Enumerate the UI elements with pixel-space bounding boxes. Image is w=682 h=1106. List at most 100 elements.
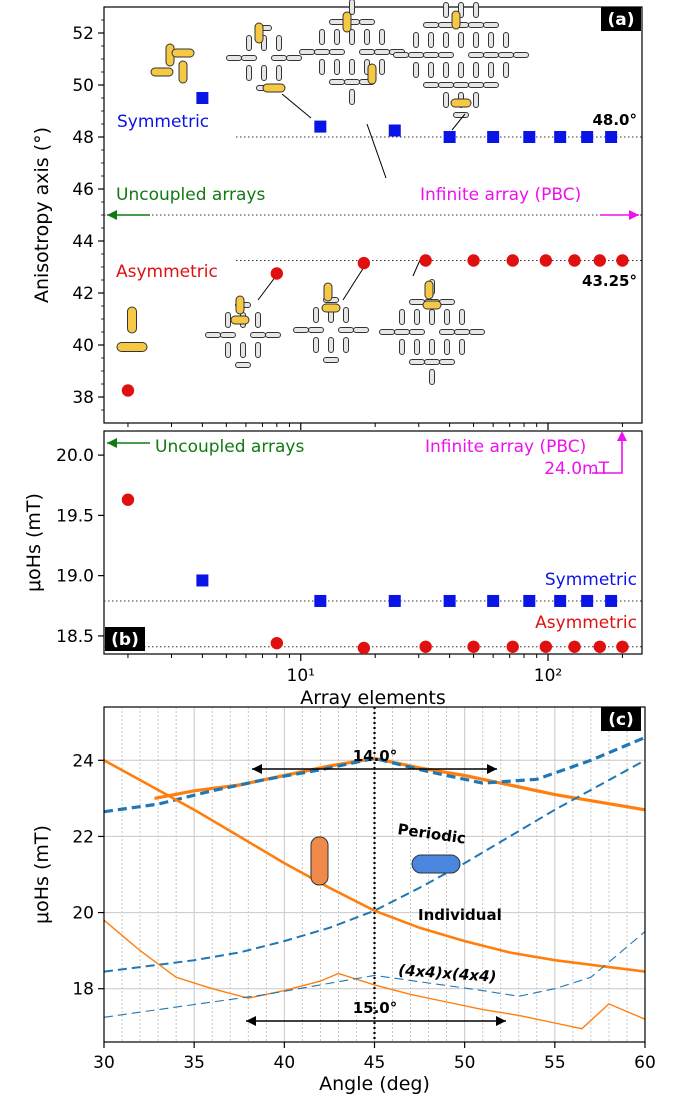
panel-c-xlabel: Angle (deg) xyxy=(319,1073,430,1095)
panel-a-icon-cluster-12-m xyxy=(246,35,252,51)
panel-a-asym-point-8 xyxy=(593,254,606,267)
panel-a-icon-cluster-32-m xyxy=(409,299,425,305)
panel-a-sym-point-4 xyxy=(487,131,500,143)
panel-a-icon-cluster-32-m xyxy=(439,329,455,335)
panel-a-icon-cluster-8-m xyxy=(265,332,281,338)
panel-a-sym-point-0 xyxy=(196,92,209,104)
panel-c-series-individual-blue xyxy=(103,759,646,973)
panel-a-icon-cluster-18-m xyxy=(353,327,369,333)
panel-b-sym-point-6 xyxy=(554,594,567,607)
panel-c-ytick-label-3: 24 xyxy=(72,751,94,771)
panel-b-label-uncoupled: Uncoupled arrays xyxy=(155,437,304,457)
panel-b-ylabel: μoHs (mT) xyxy=(23,493,45,592)
panel-a-ytick-label-2: 42 xyxy=(72,284,94,304)
panel-b-xtick-label-1: 10² xyxy=(534,666,562,686)
panel-a-icon-cluster-40-m xyxy=(483,22,499,28)
panel-b-asym-point-0 xyxy=(121,493,135,506)
panel-a-ytick-label-4: 46 xyxy=(72,180,94,200)
panel-a-icon-cluster-18-hl xyxy=(323,282,333,302)
panel-c-xtick-label-6: 60 xyxy=(634,1053,656,1073)
panel-a-icon-cluster-24-m xyxy=(364,29,370,45)
panel-a-icon-cluster-8-m xyxy=(225,342,231,358)
panel-a-icon-cluster-32-m xyxy=(414,309,420,325)
panel-c-top-arrow-head2 xyxy=(252,764,262,774)
panel-a-icon-single-sym xyxy=(150,43,195,84)
panel-a-icon-cluster-40 xyxy=(393,2,529,118)
panel-a-icon-cluster-8-m xyxy=(225,312,231,328)
panel-a-ytick-label-1: 40 xyxy=(72,336,94,356)
panel-a-leader-6 xyxy=(412,259,421,277)
panel-b-asym-point-5 xyxy=(506,640,519,653)
panel-b-asym-point-6 xyxy=(539,640,553,653)
panel-b-sym-point-4 xyxy=(487,594,500,607)
panel-a-icon-cluster-18-m xyxy=(293,327,309,333)
panel-a-icon-cluster-12-hl xyxy=(262,83,286,93)
panel-a-icon-cluster-24-m xyxy=(329,49,345,55)
panel-c-xtick-label-1: 35 xyxy=(183,1053,205,1073)
panel-a-icon-cluster-40-m xyxy=(443,92,449,108)
panel-c-xtick-label-2: 40 xyxy=(274,1053,296,1073)
panel-a-icon-cluster-12-m xyxy=(261,65,267,81)
panel-a-icon-cluster-32-m xyxy=(429,339,435,355)
panel-b-label-pbc-value: 24.0mT xyxy=(544,459,609,479)
panel-a-icon-cluster-24-m xyxy=(299,49,315,55)
panel-b-frame xyxy=(103,430,643,655)
panel-a-icon-cluster-40-m xyxy=(468,82,484,88)
panel-a-uncoupled-arrow-head xyxy=(107,210,117,220)
panel-b-infinite-arrow-head xyxy=(617,431,627,441)
panel-a-icon-cluster-18-m xyxy=(343,307,349,323)
panel-a-icon-cluster-40-m xyxy=(438,22,454,28)
panel-a-icon-cluster-24-hl xyxy=(342,11,352,33)
panel-a-icon-cluster-24-m xyxy=(329,79,345,85)
panel-a-icon-cluster-8-m xyxy=(220,332,236,338)
panel-a-asym-point-4 xyxy=(467,254,480,267)
panel-a-icon-cluster-32-m xyxy=(459,309,465,325)
panel-a-icon-cluster-24-m xyxy=(319,29,325,45)
panel-c-xtick-label-5: 55 xyxy=(544,1053,566,1073)
panel-a-label-sym-value: 48.0° xyxy=(592,111,637,129)
panel-a-sym-point-2 xyxy=(388,124,401,137)
panel-c-ytick-label-0: 18 xyxy=(72,980,94,1000)
panel-b-label-symmetric: Symmetric xyxy=(545,570,637,590)
panel-a-icon-cluster-40-hl xyxy=(450,98,472,108)
panel-a-icon-cluster-40-m xyxy=(453,82,469,88)
panel-a-asym-point-6 xyxy=(539,254,553,267)
panel-a-icon-cluster-18-m xyxy=(328,337,334,353)
panel-a-icon-cluster-32 xyxy=(379,279,485,385)
panel-c-xtick-label-0: 30 xyxy=(93,1053,115,1073)
panel-a-icon-cluster-24-m xyxy=(349,0,355,15)
panel-c-label-sub: (4x4)x(4x4) xyxy=(398,961,497,986)
panel-c-ytick-label-1: 20 xyxy=(72,904,94,924)
panel-a-icon-cluster-32-m xyxy=(439,299,455,305)
panel-a-icon-cluster-24-hl xyxy=(367,63,377,85)
panel-a-tag-bg xyxy=(601,7,641,31)
panel-b-asym-point-9 xyxy=(616,640,629,653)
panel-c-orange-magnet-icon xyxy=(310,836,329,886)
magnet xyxy=(150,67,174,77)
panel-a-icon-cluster-32-m xyxy=(439,359,455,365)
panel-a-label-uncoupled: Uncoupled arrays xyxy=(116,185,265,205)
panel-a-icon-cluster-40-m xyxy=(413,32,419,48)
panel-a-icon-cluster-24-m xyxy=(334,29,340,45)
panel-b-ytick-label-2: 19.5 xyxy=(56,506,94,526)
panel-a-icon-cluster-40-m xyxy=(423,52,439,58)
panel-a-icon-cluster-32-m xyxy=(429,369,435,385)
panel-a-icon-cluster-24-m xyxy=(344,79,360,85)
panel-a-icon-cluster-40-m xyxy=(473,32,479,48)
panel-b-asym-point-7 xyxy=(568,640,581,653)
panel-a-icon-single-asym xyxy=(116,306,148,352)
panel-a-icon-cluster-18-m xyxy=(313,307,319,323)
panel-c-bottom-arrow-head xyxy=(496,1016,506,1026)
panel-a-icon-cluster-8-hl xyxy=(235,295,245,315)
panel-a-icon-cluster-12-m xyxy=(271,55,287,61)
panel-a-icon-cluster-24-m xyxy=(334,59,340,75)
panel-c-tag-bg xyxy=(601,707,641,731)
panel-a-icon-cluster-12-m xyxy=(241,55,257,61)
panel-a-icon-cluster-12-m xyxy=(226,55,242,61)
panel-a-icon-cluster-24-m xyxy=(359,19,375,25)
panel-a-icon-cluster-8-m xyxy=(255,342,261,358)
panel-a-icon-cluster-40-m xyxy=(488,32,494,48)
panel-b-ytick-label-3: 20.0 xyxy=(56,446,94,466)
panel-c-xtick-label-3: 45 xyxy=(364,1053,386,1073)
